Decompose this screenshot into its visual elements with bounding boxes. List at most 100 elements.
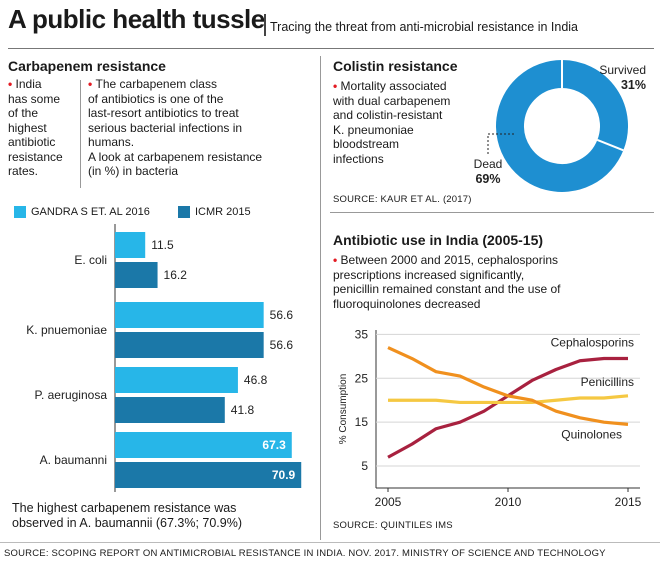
footer-source: SOURCE: SCOPING REPORT ON ANTIMICROBIAL … [4,548,606,559]
antibiotic-use-text: • Between 2000 and 2015, cephalosporins p… [333,253,560,311]
footer-rule [0,542,660,543]
donut-label-survived: Survived [599,63,646,77]
text-line: last-resort antibiotics to treat [88,106,262,121]
bar-value-label: 67.3 [262,438,286,452]
text-line-content: with dual carbapenem [333,93,451,108]
text-line: of antibiotics is one of the [88,92,262,107]
y-tick-label: 15 [355,415,369,429]
y-axis-label: % Consumption [338,374,349,445]
text-line-content: of antibiotics is one of the [88,91,224,106]
text-line-content: India [15,77,42,91]
text-line: and colistin-resistant [333,108,450,123]
page-title: A public health tussle [8,4,265,34]
text-line-content: bloodstream [333,137,400,151]
text-line: • Between 2000 and 2015, cephalosporins [333,253,560,268]
text-line-content: antibiotic [8,135,56,149]
text-line-content: of the [8,106,39,120]
bar-icmr [115,462,302,488]
text-line-content: A look at carbapenem resistance [88,149,263,164]
carbapenem-bullet-1: • India has some of the highest antibiotic re… [8,77,63,179]
carbapenem-footnote: The highest carbapenem resistance was ob… [12,501,242,531]
text-line: K. pneumoniae [333,123,450,138]
text-line: • The carbapenem class [88,77,262,92]
bar-icmr [115,332,264,358]
donut-value-survived: 31% [621,78,646,92]
text-line-content: and colistin-resistant [333,108,443,122]
carbapenem-text-divider [80,80,81,188]
legend-label-icmr: ICMR 2015 [195,206,251,218]
bullet-icon: • [88,77,96,91]
text-line: • India [8,77,63,92]
header-rule [8,48,654,49]
donut-value-dead: 69% [475,172,500,186]
donut-slice-survived [561,60,628,151]
text-line: with dual carbapenem [333,94,450,109]
series-line-quinolones [387,346,629,426]
x-tick-label: 2005 [375,495,402,509]
bar-gandra [115,302,264,328]
text-line: of the [8,106,63,121]
category-label: E. coli [74,253,107,267]
text-line-content: prescriptions increased significantly, [333,267,525,282]
bar-gandra [115,367,238,393]
colistin-text: • Mortality associated with dual carbapen… [333,79,450,166]
legend-swatch-gandra [14,206,26,218]
footnote-line-1: The highest carbapenem resistance was [12,501,237,515]
antibiotic-use-source: SOURCE: QUINTILES IMS [333,520,453,531]
text-line: antibiotic [8,135,63,150]
text-line-content: Mortality associated [340,79,447,93]
bar-gandra [115,232,146,258]
y-tick-label: 25 [355,371,369,385]
text-line-content: humans. [88,135,135,149]
colistin-source: SOURCE: KAUR ET AL. (2017) [333,194,472,205]
text-line: fluoroquinolones decreased [333,297,560,312]
column-divider [320,56,321,540]
legend-swatch-icmr [178,206,190,218]
text-line-content: The carbapenem class [95,77,217,91]
right-section-rule [330,212,654,213]
series-line-penicillins [388,394,629,405]
category-label: A. baumanni [40,453,107,467]
antibiotic-line-chart: 5 15 25 35 2005 2010 2015 % Consumption Cephalos… [338,327,642,509]
bar-icmr [115,262,158,288]
series-label-cephalosporins: Cephalosporins [551,336,634,350]
carbapenem-bullet-2: • The carbapenem class of antibiotics is … [88,77,262,179]
text-line-content: penicillin remained constant and the use… [333,282,561,296]
carbapenem-bar-chart: E. coli 11.5 16.2 K. pnuemoniae 56.6 56.6 P. a… [26,224,302,492]
y-tick-label: 35 [355,327,369,341]
series-label-quinolones: Quinolones [561,427,622,441]
text-line-content: resistance [8,149,63,164]
y-tick-label: 5 [361,459,368,473]
bar-icmr [115,397,225,423]
text-line-content: (in %) in bacteria [88,164,179,178]
donut-separator [596,139,624,152]
text-line: has some [8,92,63,107]
series-label-penicillins: Penicillins [581,375,634,389]
text-line-content: infections [333,151,384,166]
bullet-icon: • [8,77,16,91]
text-line: bloodstream [333,137,450,152]
text-line-content: Between 2000 and 2015, cephalosporins [340,253,559,267]
text-line: rates. [8,164,63,179]
text-line: penicillin remained constant and the use… [333,282,560,297]
series-line-cephalosporins [387,356,628,459]
text-line: infections [333,152,450,167]
text-line-content: K. pneumoniae [333,122,414,137]
page-subtitle: Tracing the threat from anti-microbial r… [270,20,579,34]
bullet-icon: • [333,253,341,267]
text-line: prescriptions increased significantly, [333,268,560,283]
donut-slice-dead [496,60,624,192]
text-line: A look at carbapenem resistance [88,150,262,165]
text-line: • Mortality associated [333,79,450,94]
bullet-icon: • [333,79,341,93]
bar-value-label: 41.8 [231,403,255,417]
bar-value-label: 16.2 [164,268,188,282]
antibiotic-use-title: Antibiotic use in India (2005-15) [333,232,544,248]
text-line-content: rates. [8,164,39,178]
bar-value-label: 11.5 [151,238,174,252]
text-line-content: fluoroquinolones decreased [333,296,481,311]
text-line: resistance [8,150,63,165]
carbapenem-title: Carbapenem resistance [8,58,166,74]
bar-value-label: 70.9 [272,468,296,482]
